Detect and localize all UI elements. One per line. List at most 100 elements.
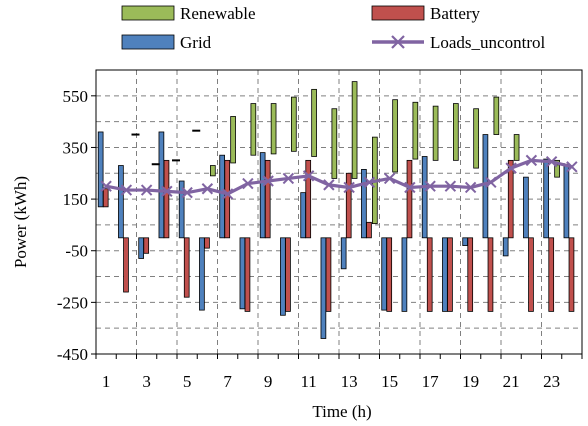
point-loads (404, 181, 416, 194)
bar-grid (280, 237, 286, 316)
bar-battery (447, 237, 453, 312)
bar-battery (143, 237, 150, 254)
bar-battery (224, 159, 231, 239)
bar-grid (543, 158, 549, 239)
bar-battery (426, 237, 433, 312)
point-loads (485, 176, 497, 189)
bar-grid (340, 237, 347, 270)
bar-grid (259, 152, 266, 239)
point-loads (566, 161, 578, 173)
bar-renewable (412, 101, 419, 160)
point-loads (100, 180, 112, 192)
bar-renewable (270, 103, 277, 155)
legend-swatch-grid (121, 34, 175, 50)
bar-grid (563, 163, 570, 239)
x-tick-label: 9 (264, 372, 273, 391)
bar-grid (158, 131, 165, 239)
point-loads (464, 181, 477, 194)
legend-marker-loads (391, 35, 405, 49)
bar-battery (345, 172, 352, 239)
bar-grid (401, 237, 408, 312)
bar-battery (528, 237, 534, 312)
point-loads (323, 179, 335, 191)
bar-battery (325, 237, 332, 312)
bar-renewable (331, 108, 338, 179)
bar-battery (406, 159, 413, 239)
legend-label-renewable: Renewable (180, 4, 256, 23)
bar-battery (163, 159, 170, 239)
bar-renewable (230, 116, 236, 164)
bar-grid (178, 180, 185, 239)
bar-renewable (453, 103, 459, 161)
bar-battery (366, 221, 372, 239)
point-loads (201, 183, 214, 195)
bar-grid (502, 237, 509, 257)
bar-battery (548, 237, 555, 312)
bar-grid (118, 165, 124, 239)
y-tick-label: 150 (63, 190, 89, 209)
legend-label-loads: Loads_uncontrol (430, 33, 545, 52)
bar-grid (97, 131, 104, 208)
y-axis-label: Power (kWh) (11, 176, 30, 268)
point-loads (525, 154, 538, 167)
x-tick-label: 17 (422, 372, 440, 391)
x-tick-label: 11 (300, 372, 316, 391)
bar-battery (183, 237, 190, 298)
x-axis-label: Time (h) (312, 402, 371, 421)
bar-renewable (392, 99, 398, 173)
x-tick-label: 7 (223, 372, 232, 391)
bar-grid (320, 237, 327, 339)
bar-renewable (351, 81, 358, 179)
bar-grid (199, 237, 205, 311)
x-tick-label: 21 (503, 372, 520, 391)
point-loads (363, 176, 376, 189)
bar-grid (239, 237, 246, 310)
bar-renewable (432, 105, 439, 161)
y-tick-label: 550 (63, 87, 89, 106)
legend-label-battery: Battery (430, 4, 481, 23)
bar-battery (305, 159, 312, 239)
bar-renewable (291, 96, 297, 152)
point-loads (383, 172, 396, 185)
bar-grid (361, 168, 367, 239)
bar-battery (123, 237, 129, 293)
bar-battery (244, 237, 251, 312)
bar-renewable (473, 108, 479, 169)
y-tick-label: -450 (57, 345, 88, 364)
bar-renewable (210, 165, 216, 177)
point-loads (282, 172, 295, 185)
bar-battery (487, 237, 494, 312)
point-loads (242, 177, 254, 190)
bar-battery (568, 237, 575, 312)
point-loads (343, 181, 355, 194)
legend: Renewable Battery Grid Loads_uncontrol (121, 4, 545, 52)
bar-battery (386, 237, 393, 312)
x-tick-label: 23 (543, 372, 560, 391)
bar-battery (507, 159, 514, 239)
point-loads (140, 184, 153, 196)
bar-renewable (493, 96, 500, 135)
bar-renewable (513, 134, 520, 161)
bar-grid (381, 237, 387, 311)
bar-renewable (554, 159, 560, 178)
point-loads (444, 180, 457, 192)
bar-battery (467, 237, 474, 312)
x-tick-label: 15 (381, 372, 398, 391)
bar-renewable (250, 103, 257, 156)
legend-label-grid: Grid (180, 33, 212, 52)
y-tick-label: -250 (57, 293, 88, 312)
point-loads (545, 155, 558, 168)
legend-swatch-renewable (121, 5, 175, 21)
bar-renewable (311, 88, 317, 157)
x-tick-label: 5 (183, 372, 192, 391)
bar-battery (264, 159, 271, 239)
y-tick-label: -50 (65, 242, 88, 261)
x-tick-label: 13 (341, 372, 358, 391)
bar-grid (300, 192, 306, 239)
y-tick-label: 350 (63, 138, 89, 157)
x-tick-label: 19 (462, 372, 479, 391)
bar-grid (138, 237, 144, 259)
x-tick-label: 1 (102, 372, 111, 391)
